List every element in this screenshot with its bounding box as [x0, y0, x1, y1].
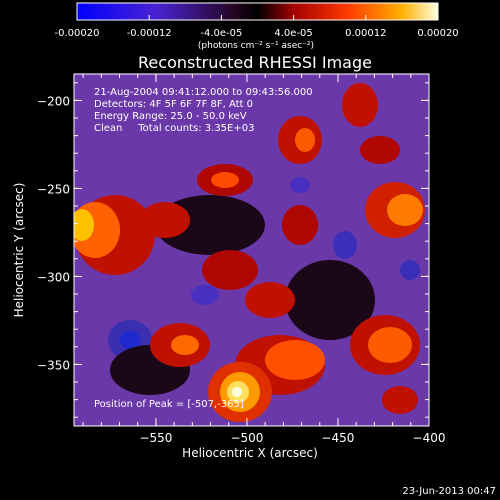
heatmap-blob [295, 128, 315, 152]
annotation-line: Detectors: 4F 5F 6F 7F 8F, Att 0 [94, 99, 253, 110]
y-tick-label: −300 [37, 270, 70, 284]
heatmap-image: 21-Aug-2004 09:41:12.000 to 09:43:56.000… [74, 74, 429, 426]
x-tick-label: −400 [413, 431, 446, 445]
heatmap-blob [400, 260, 420, 280]
colorbar-tick-label: 0.00012 [345, 28, 386, 39]
heatmap-blob [140, 202, 190, 238]
heatmap-blob [74, 209, 94, 241]
colorbar-gradient [76, 2, 439, 21]
heatmap-peak-core [232, 387, 242, 397]
heatmap-blob [265, 340, 325, 380]
y-axis: −200 −250 −300 −350 [37, 82, 429, 418]
heatmap-blob [290, 177, 310, 193]
x-tick-label: −550 [139, 431, 172, 445]
annotation-line: Energy Range: 25.0 - 50.0 keV [94, 111, 247, 122]
heatmap-blob [191, 285, 219, 305]
heatmap-blob [202, 250, 258, 290]
chart-title: Reconstructed RHESSI Image [138, 53, 372, 72]
x-tick-label: −450 [321, 431, 354, 445]
heatmap-blob [368, 327, 412, 363]
heatmap-blob [285, 260, 375, 340]
heatmap-blob [387, 194, 423, 226]
x-axis: −550 −500 −450 −400 [82, 74, 446, 445]
colorbar-tick-label: 4.0e-05 [274, 28, 312, 39]
heatmap-blob [211, 172, 239, 188]
peak-position-label: Position of Peak = [-507,-365] [94, 399, 244, 410]
y-tick-label: −200 [37, 94, 70, 108]
annotation-line: Clean Total counts: 3.35E+03 [94, 123, 254, 134]
colorbar-units-label: (photons cm⁻² s⁻¹ asec⁻²) [198, 41, 314, 51]
heatmap-blob [382, 386, 418, 414]
heatmap-blob [342, 83, 378, 127]
heatmap-blob [282, 205, 318, 245]
heatmap-blob [245, 282, 295, 318]
y-tick-label: −350 [37, 358, 70, 372]
footer-timestamp: 23-Jun-2013 00:47 [402, 486, 496, 497]
heatmap-blob [120, 331, 140, 349]
x-tick-label: −500 [230, 431, 263, 445]
annotation-line: 21-Aug-2004 09:41:12.000 to 09:43:56.000 [94, 87, 313, 98]
plot-frame [73, 73, 430, 427]
colorbar-tick-label: -0.00012 [127, 28, 172, 39]
y-axis-label: Heliocentric Y (arcsec) [12, 183, 26, 318]
x-axis-label: Heliocentric X (arcsec) [182, 446, 318, 460]
heatmap-blob [171, 335, 199, 355]
heatmap-blob [360, 136, 400, 164]
heatmap-blob [333, 231, 357, 259]
colorbar-tick-label: -4.0e-05 [200, 28, 242, 39]
colorbar: -0.00020 -0.00012 -4.0e-05 4.0e-05 0.00012 0.… [55, 2, 459, 51]
colorbar-ticks: -0.00020 -0.00012 -4.0e-05 4.0e-05 0.00012 0.… [55, 15, 459, 39]
colorbar-tick-label: -0.00020 [55, 28, 100, 39]
y-tick-label: −250 [37, 182, 70, 196]
colorbar-tick-label: 0.00020 [417, 28, 458, 39]
